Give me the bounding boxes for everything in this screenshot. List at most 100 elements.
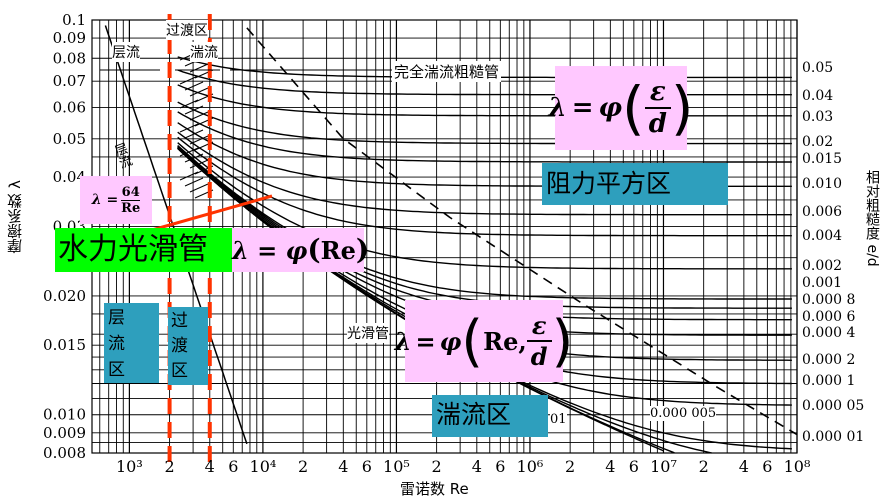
y-tick-label: 0.008 bbox=[43, 444, 86, 462]
x-tick-label: 2 bbox=[164, 457, 174, 476]
transition-hatch bbox=[179, 123, 199, 133]
transition-zone-text: 过渡区 bbox=[171, 311, 188, 381]
roughness-curve bbox=[177, 84, 792, 117]
red-pointer-line bbox=[151, 194, 273, 232]
y-tick-label: 0.08 bbox=[53, 49, 86, 67]
roughness-curve bbox=[177, 69, 792, 96]
x-tick-labels: 10³ 2 4 6 10⁴ 2 4 6 10⁵ 2 4 6 10⁶ 2 4 6 10⁷ 2 4 6 10⁸ bbox=[116, 457, 810, 476]
right-tick-label: 0.015 bbox=[802, 151, 842, 167]
right-tick-label: 0.000 4 bbox=[802, 325, 856, 341]
x-axis-title: 雷诺数 Re bbox=[400, 480, 469, 498]
right-tick-label: 0.05 bbox=[802, 60, 833, 76]
x-tick-label: 2 bbox=[298, 457, 308, 476]
roughness-curve bbox=[177, 142, 792, 270]
roughness-curve bbox=[177, 111, 792, 163]
full-rough-label: 完全湍流粗糙管 bbox=[392, 61, 502, 82]
x-tick-label: 4 bbox=[739, 457, 749, 476]
right-tick-label: 0.04 bbox=[802, 88, 833, 104]
x-tick-label: 4 bbox=[605, 457, 615, 476]
y-axis-title: 摩擦系数 λ bbox=[6, 180, 24, 254]
y-tick-label: 0.07 bbox=[53, 72, 86, 90]
x-tick-label: 6 bbox=[362, 457, 372, 476]
rough-boundary-dashed bbox=[246, 27, 798, 436]
y-tick-label: 0.04 bbox=[53, 168, 86, 186]
x-tick-label: 2 bbox=[432, 457, 442, 476]
transition-hatch bbox=[189, 111, 209, 121]
right-tick-label: 0.002 bbox=[802, 258, 842, 274]
y-tick-label: 0.09 bbox=[53, 29, 86, 47]
transition-zone-box: 过渡区 bbox=[168, 307, 208, 385]
turbulent-top-label: 湍流 bbox=[190, 42, 218, 62]
x-tick-label: 6 bbox=[762, 457, 772, 476]
transition-hatch bbox=[179, 147, 199, 157]
right-tick-label: 0.03 bbox=[802, 109, 833, 125]
smooth-formula: λ = φ(Re) bbox=[232, 228, 369, 272]
x-tick-label: 10³ bbox=[116, 457, 143, 476]
y-tick-label: 0.05 bbox=[53, 130, 86, 148]
transition-hatch bbox=[184, 129, 204, 139]
right-axis-title: 相对粗糙度 e/d bbox=[864, 170, 880, 267]
right-tick-label: 0.000 6 bbox=[802, 309, 856, 325]
x-tick-label: 10⁷ bbox=[650, 457, 677, 476]
transition-hatch bbox=[184, 177, 204, 187]
x-tick-label: 4 bbox=[205, 457, 215, 476]
right-tick-label: 0.02 bbox=[802, 134, 833, 150]
right-tick-label: 0.010 bbox=[802, 176, 842, 192]
x-tick-label: 4 bbox=[472, 457, 482, 476]
x-tick-label: 2 bbox=[565, 457, 575, 476]
resistance-square-box: 阻力平方区 bbox=[542, 163, 728, 205]
transition-hatch bbox=[189, 87, 209, 97]
transition-hatch bbox=[179, 99, 199, 109]
laminar-formula: λ = 64 Re bbox=[80, 176, 152, 224]
right-tick-label: 0.000 01 bbox=[802, 429, 864, 445]
x-tick-label: 10⁸ bbox=[784, 457, 811, 476]
transition-top-label: 过渡区 bbox=[166, 20, 208, 40]
laminar-zone-box: 层流区 bbox=[104, 303, 159, 383]
x-tick-label: 6 bbox=[495, 457, 505, 476]
right-tick-label: 0.000 8 bbox=[802, 292, 855, 308]
roughness-curve bbox=[177, 136, 792, 237]
right-tick-label: 0.001 bbox=[802, 275, 842, 291]
y-tick-label: 0.010 bbox=[43, 406, 86, 424]
transition-hatch bbox=[189, 135, 209, 145]
x-tick-label: 2 bbox=[699, 457, 709, 476]
transition-hatch bbox=[184, 105, 204, 115]
x-tick-label: 10⁵ bbox=[383, 457, 410, 476]
y-tick-label: 0.1 bbox=[62, 11, 86, 29]
roughness-curve bbox=[177, 101, 792, 145]
transition-hatch bbox=[184, 153, 204, 163]
rough-5e-6-label: 0.000 005 bbox=[650, 406, 717, 421]
right-tick-label: 0.006 bbox=[802, 204, 842, 220]
smooth-pipe-label: 光滑管 bbox=[347, 323, 389, 343]
hydraulic-smooth-box: 水力光滑管 bbox=[55, 228, 260, 272]
roughness-curve bbox=[177, 144, 792, 300]
right-tick-label: 0.000 2 bbox=[802, 352, 855, 368]
right-tick-label: 0.000 05 bbox=[802, 398, 864, 414]
transition-hatch bbox=[179, 171, 199, 181]
x-tick-label: 10⁶ bbox=[517, 457, 544, 476]
laminar-zone-text: 层流区 bbox=[108, 308, 125, 380]
roughness-curve bbox=[177, 131, 792, 216]
y-tick-label: 0.009 bbox=[43, 424, 86, 442]
x-tick-label: 10⁴ bbox=[250, 457, 277, 476]
transition-hatch bbox=[189, 183, 209, 193]
laminar-top-label: 层流 bbox=[112, 42, 140, 62]
y-tick-label: 0.020 bbox=[43, 287, 86, 305]
right-tick-label: 0.004 bbox=[802, 228, 842, 244]
turbulent-zone-box: 湍流区 bbox=[432, 395, 548, 437]
y-tick-label: 0.06 bbox=[53, 99, 86, 117]
right-tick-labels: 0.05 0.04 0.03 0.020.015 0.010 0.006 0.004 0.00… bbox=[802, 60, 864, 445]
transition-hatch bbox=[189, 159, 209, 169]
rough-1e-6-label: 01 bbox=[550, 412, 567, 427]
transition-hatch bbox=[179, 75, 199, 85]
transition-hatch bbox=[184, 81, 204, 91]
y-tick-label: 0.015 bbox=[43, 336, 86, 354]
right-tick-label: 0.000 1 bbox=[802, 373, 855, 389]
x-tick-label: 4 bbox=[338, 457, 348, 476]
x-tick-label: 6 bbox=[228, 457, 238, 476]
x-tick-label: 6 bbox=[629, 457, 639, 476]
transition-hatch bbox=[189, 63, 209, 73]
